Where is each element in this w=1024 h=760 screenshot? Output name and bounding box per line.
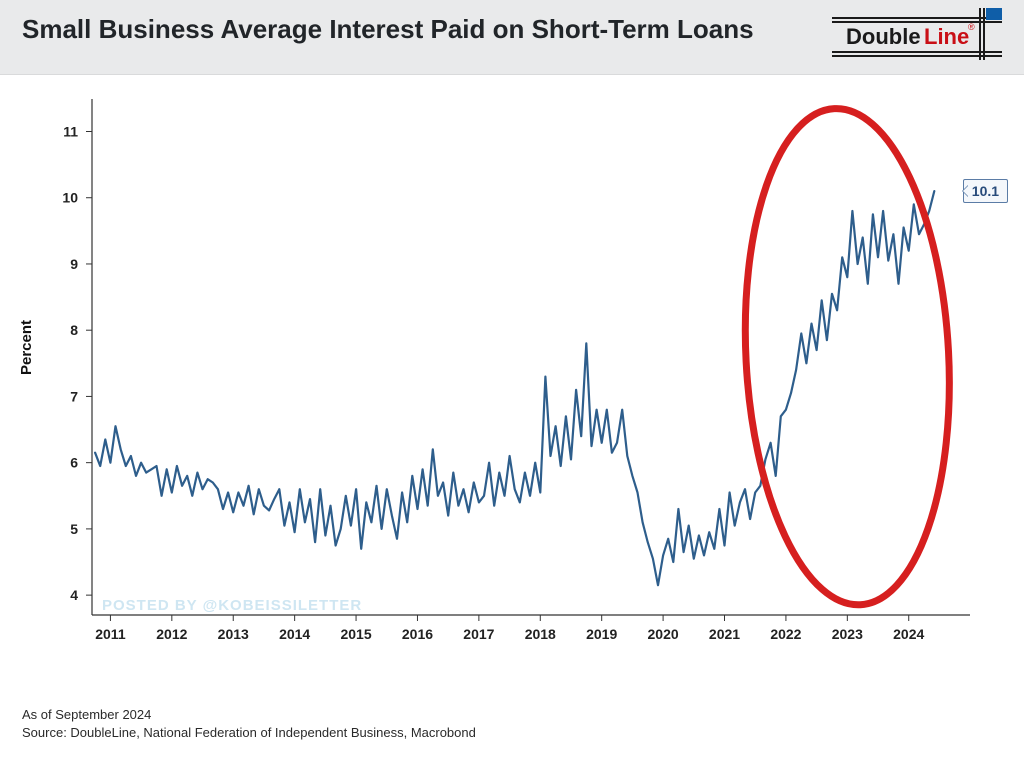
svg-text:®: ® bbox=[968, 22, 975, 32]
svg-text:2018: 2018 bbox=[525, 626, 556, 642]
svg-text:2017: 2017 bbox=[463, 626, 494, 642]
footnote-asof: As of September 2024 bbox=[22, 706, 476, 724]
line-chart: 4 5 6 7 8 9 10 11 2011 2012 2013 2014 2015 2016 2017 20… bbox=[0, 75, 1024, 685]
chart-title: Small Business Average Interest Paid on … bbox=[22, 14, 754, 45]
svg-text:6: 6 bbox=[70, 455, 78, 471]
header-bar: Small Business Average Interest Paid on … bbox=[0, 0, 1024, 75]
svg-text:4: 4 bbox=[70, 587, 78, 603]
svg-text:2021: 2021 bbox=[709, 626, 740, 642]
svg-text:9: 9 bbox=[70, 256, 78, 272]
svg-text:2019: 2019 bbox=[586, 626, 617, 642]
svg-text:Double: Double bbox=[846, 24, 921, 49]
svg-text:2020: 2020 bbox=[648, 626, 679, 642]
svg-text:11: 11 bbox=[63, 123, 78, 139]
svg-text:2015: 2015 bbox=[340, 626, 371, 642]
svg-text:2023: 2023 bbox=[832, 626, 863, 642]
footnote-source: Source: DoubleLine, National Federation … bbox=[22, 724, 476, 742]
doubleline-logo: DoubleLine® bbox=[832, 8, 1002, 60]
svg-text:7: 7 bbox=[70, 388, 78, 404]
svg-text:Line: Line bbox=[924, 24, 969, 49]
svg-text:2022: 2022 bbox=[770, 626, 801, 642]
svg-text:8: 8 bbox=[70, 322, 78, 338]
svg-text:5: 5 bbox=[70, 521, 78, 537]
y-axis-label: Percent bbox=[18, 320, 35, 375]
svg-text:2016: 2016 bbox=[402, 626, 433, 642]
svg-text:2011: 2011 bbox=[95, 626, 126, 642]
chart-area: 4 5 6 7 8 9 10 11 2011 2012 2013 2014 2015 2016 2017 20… bbox=[0, 75, 1024, 685]
footnotes: As of September 2024 Source: DoubleLine,… bbox=[22, 706, 476, 742]
svg-text:2024: 2024 bbox=[893, 626, 924, 642]
last-value-callout: 10.1 bbox=[963, 179, 1008, 203]
svg-text:2012: 2012 bbox=[156, 626, 187, 642]
svg-text:2014: 2014 bbox=[279, 626, 310, 642]
svg-text:10: 10 bbox=[62, 190, 78, 206]
watermark-text: POSTED BY @KOBEISSILETTER bbox=[102, 597, 362, 614]
svg-text:2013: 2013 bbox=[218, 626, 249, 642]
